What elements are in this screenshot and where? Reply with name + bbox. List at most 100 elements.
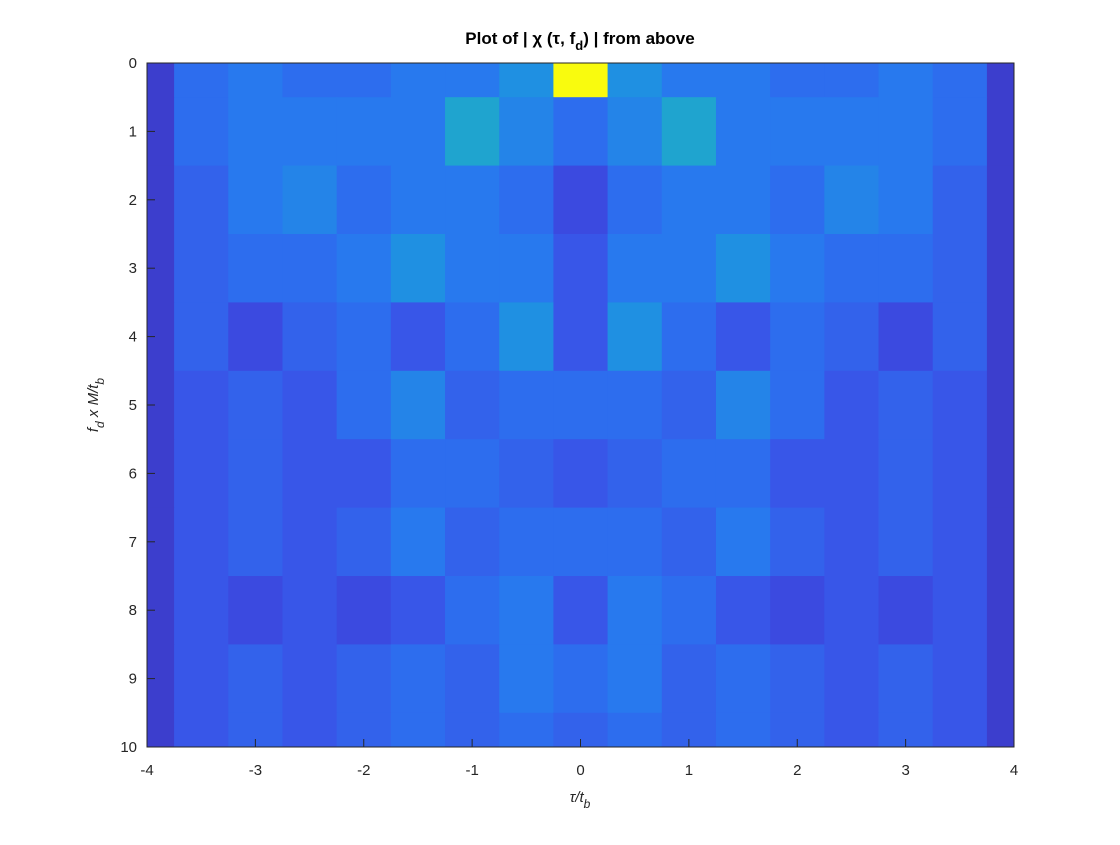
heat-cell [824, 370, 880, 440]
heat-cell [336, 302, 392, 372]
x-tick-label: 0 [576, 762, 584, 779]
y-tick-label: 0 [129, 55, 137, 72]
heat-cell [499, 63, 554, 98]
x-tick-label: 4 [1010, 762, 1018, 779]
heat-cell [499, 644, 554, 714]
heat-cell [715, 97, 771, 167]
label-part: x M/t [85, 384, 102, 421]
heat-cell [986, 63, 1014, 98]
heat-cell [607, 234, 663, 303]
heat-cell [770, 63, 825, 98]
heat-cell [445, 644, 500, 714]
heat-cell [607, 63, 663, 98]
heat-cell [824, 507, 880, 577]
x-tick-label: -4 [140, 762, 153, 779]
heat-cell [228, 644, 283, 714]
heat-cell [390, 576, 446, 645]
heat-cell [445, 63, 500, 98]
heat-cell [390, 712, 446, 747]
heat-cell [986, 644, 1014, 714]
title-sub: d [575, 38, 583, 53]
title-part: ) | from above [583, 29, 695, 48]
heat-cell [390, 63, 446, 98]
heat-cell [932, 97, 988, 167]
heat-cell [715, 439, 771, 509]
y-tick-label: 4 [129, 329, 137, 346]
heat-cell [336, 97, 392, 167]
x-axis-label: τ/tb [570, 789, 591, 811]
heat-cell [715, 712, 771, 747]
heat-cell [986, 507, 1014, 577]
heat-cell [661, 302, 717, 372]
heat-cell [390, 97, 446, 167]
heat-cell [661, 370, 717, 440]
heat-cell [715, 644, 771, 714]
heat-cell [336, 370, 392, 440]
heat-cell [715, 576, 771, 645]
heat-cell [445, 97, 500, 167]
x-tick-label: -3 [249, 762, 262, 779]
heat-cell [390, 302, 446, 372]
heat-cell [932, 439, 988, 509]
heat-cell [228, 63, 283, 98]
heat-cell [390, 507, 446, 577]
heat-cell [878, 63, 934, 98]
x-tick-label: 2 [793, 762, 801, 779]
heat-cell [553, 97, 609, 167]
heat-cell [282, 165, 338, 235]
heat-cell [147, 712, 175, 747]
heat-cell [228, 97, 283, 167]
x-tick-label: 1 [685, 762, 693, 779]
heat-cell [499, 712, 554, 747]
heat-cell [986, 712, 1014, 747]
heat-cell [174, 165, 229, 235]
heat-cell [336, 234, 392, 303]
heat-cell [174, 97, 229, 167]
heat-cell [824, 63, 880, 98]
heat-cell [174, 576, 229, 645]
heat-cell [174, 507, 229, 577]
heat-cell [228, 234, 283, 303]
heat-cell [499, 302, 554, 372]
heat-cell [770, 576, 825, 645]
heat-cell [661, 507, 717, 577]
heat-cell [607, 712, 663, 747]
heat-cell [282, 507, 338, 577]
y-tick-label: 2 [129, 192, 137, 209]
heat-cell [553, 302, 609, 372]
heat-cell [174, 439, 229, 509]
heat-cell [499, 97, 554, 167]
label-part: τ/t [570, 789, 585, 806]
heat-cell [715, 63, 771, 98]
heat-cell [878, 97, 934, 167]
heat-cell [607, 507, 663, 577]
heat-cell [553, 234, 609, 303]
heat-cell [228, 370, 283, 440]
heat-cell [824, 302, 880, 372]
heat-cell [174, 302, 229, 372]
heat-cell [499, 439, 554, 509]
heat-cell [986, 97, 1014, 167]
heat-cell [715, 370, 771, 440]
heat-cell [336, 576, 392, 645]
heat-cell [336, 63, 392, 98]
heat-cell [824, 576, 880, 645]
heat-cell [932, 302, 988, 372]
heat-cell [932, 370, 988, 440]
y-tick-label: 5 [129, 397, 137, 414]
x-tick-label: 3 [901, 762, 909, 779]
heat-cell [390, 165, 446, 235]
heat-cell [715, 302, 771, 372]
heat-cell [390, 370, 446, 440]
heat-cell [174, 370, 229, 440]
heat-cell [390, 439, 446, 509]
heat-cell [932, 712, 988, 747]
heat-cell [878, 576, 934, 645]
heat-cell [499, 507, 554, 577]
heat-cell [174, 234, 229, 303]
heat-cell [390, 644, 446, 714]
heat-cell [824, 165, 880, 235]
heat-cell [499, 370, 554, 440]
heat-cell [607, 302, 663, 372]
y-tick-label: 6 [129, 465, 137, 482]
